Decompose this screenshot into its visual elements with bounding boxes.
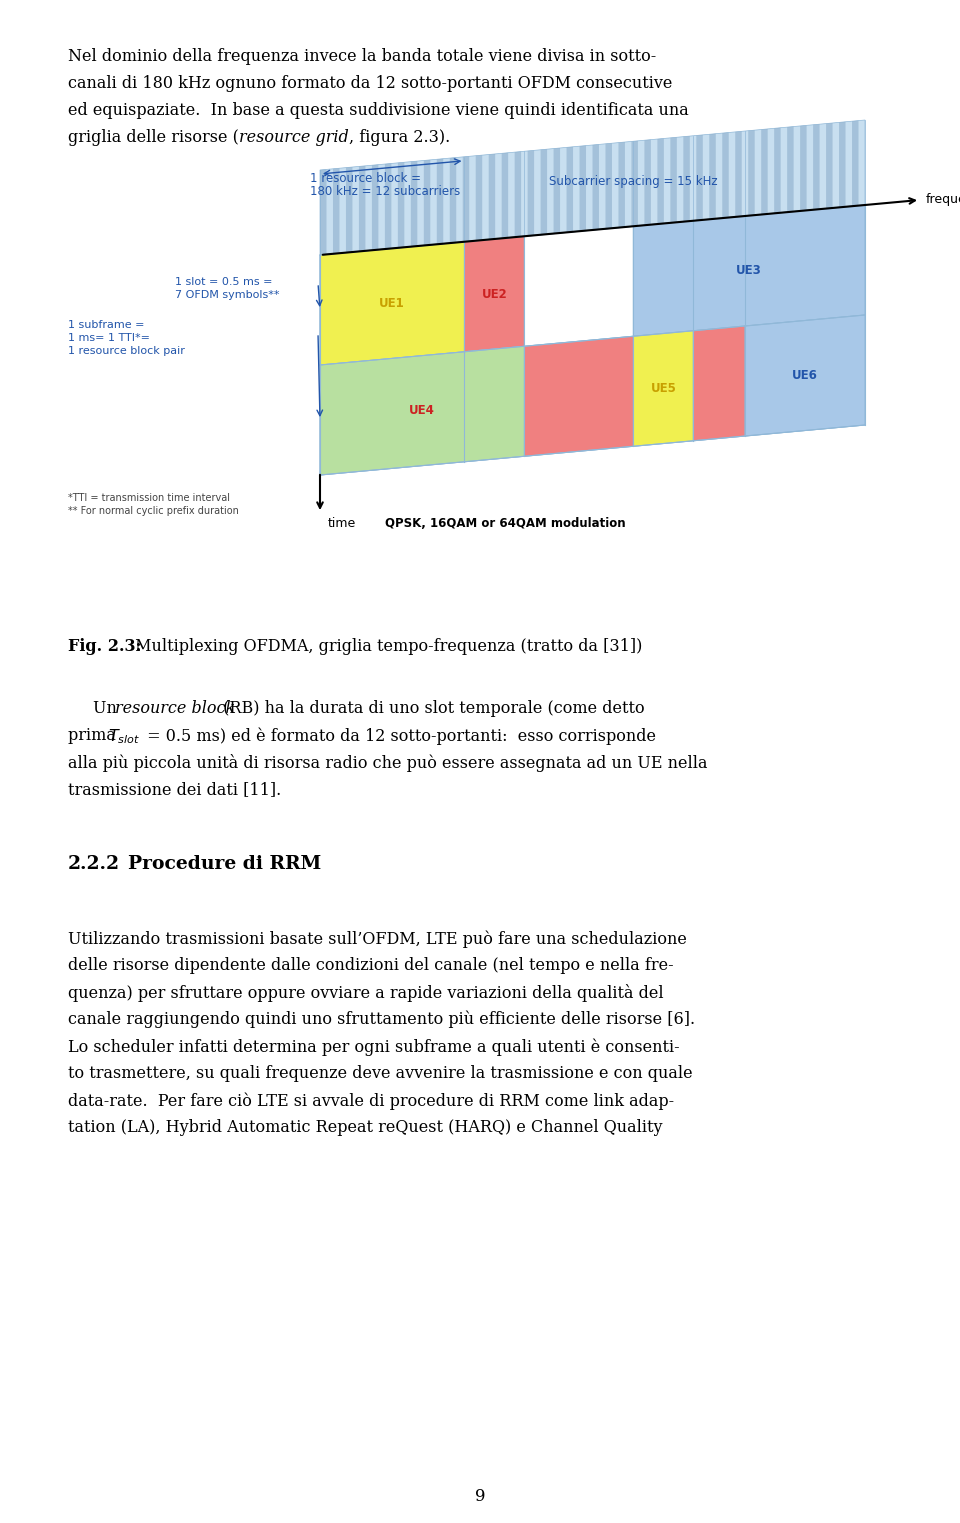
Text: UE6: UE6 bbox=[792, 369, 818, 382]
Text: Multiplexing OFDMA, griglia tempo-frequenza (tratto da [31]): Multiplexing OFDMA, griglia tempo-freque… bbox=[130, 638, 642, 655]
Polygon shape bbox=[333, 168, 340, 254]
Polygon shape bbox=[476, 155, 482, 241]
Text: UE3: UE3 bbox=[736, 263, 762, 277]
Text: 1 ms= 1 TTI*=: 1 ms= 1 TTI*= bbox=[68, 334, 150, 343]
Polygon shape bbox=[826, 123, 832, 209]
Text: Lo scheduler infatti determina per ogni subframe a quali utenti è consenti-: Lo scheduler infatti determina per ogni … bbox=[68, 1039, 680, 1055]
Text: data-rate.  Per fare ciò LTE si avvale di procedure di RRM come link adap-: data-rate. Per fare ciò LTE si avvale di… bbox=[68, 1092, 674, 1109]
Polygon shape bbox=[502, 152, 508, 238]
Polygon shape bbox=[709, 134, 716, 219]
Polygon shape bbox=[346, 168, 352, 253]
Text: , figura 2.3).: , figura 2.3). bbox=[348, 129, 450, 146]
Polygon shape bbox=[745, 315, 865, 436]
Polygon shape bbox=[320, 206, 865, 475]
Text: tation (LA), Hybrid Automatic Repeat reQuest (HARQ) e Channel Quality: tation (LA), Hybrid Automatic Repeat reQ… bbox=[68, 1119, 662, 1136]
Polygon shape bbox=[787, 126, 794, 212]
Polygon shape bbox=[696, 136, 703, 221]
Polygon shape bbox=[515, 152, 521, 238]
Text: prima: prima bbox=[68, 726, 121, 745]
Text: UE5: UE5 bbox=[651, 382, 676, 394]
Polygon shape bbox=[735, 131, 742, 216]
Polygon shape bbox=[320, 120, 865, 254]
Text: 1 subframe =: 1 subframe = bbox=[68, 320, 145, 330]
Polygon shape bbox=[540, 149, 547, 235]
Polygon shape bbox=[320, 169, 326, 254]
Polygon shape bbox=[320, 242, 465, 366]
Polygon shape bbox=[397, 163, 404, 248]
Polygon shape bbox=[524, 227, 634, 346]
Text: trasmissione dei dati [11].: trasmissione dei dati [11]. bbox=[68, 781, 281, 798]
Text: ** For normal cyclic prefix duration: ** For normal cyclic prefix duration bbox=[68, 506, 239, 516]
Text: alla più piccola unità di risorsa radio che può essere assegnata ad un UE nella: alla più piccola unità di risorsa radio … bbox=[68, 754, 708, 772]
Polygon shape bbox=[372, 164, 378, 250]
Text: resource grid: resource grid bbox=[239, 129, 348, 146]
Text: = 0.5 ms) ed è formato da 12 sotto-portanti:  esso corrisponde: = 0.5 ms) ed è formato da 12 sotto-porta… bbox=[142, 726, 656, 745]
Text: 1 slot = 0.5 ms =: 1 slot = 0.5 ms = bbox=[175, 277, 273, 286]
Text: ed equispaziate.  In base a questa suddivisione viene quindi identificata una: ed equispaziate. In base a questa suddiv… bbox=[68, 102, 688, 119]
Polygon shape bbox=[463, 157, 469, 242]
Polygon shape bbox=[411, 161, 418, 247]
Polygon shape bbox=[644, 140, 651, 225]
Text: Nel dominio della frequenza invece la banda totale viene divisa in sotto-: Nel dominio della frequenza invece la ba… bbox=[68, 49, 657, 65]
Polygon shape bbox=[761, 129, 768, 215]
Polygon shape bbox=[748, 129, 755, 216]
Text: (RB) ha la durata di uno slot temporale (come detto: (RB) ha la durata di uno slot temporale … bbox=[218, 701, 644, 717]
Text: 1 resource block =: 1 resource block = bbox=[310, 172, 421, 184]
Text: $T_{slot}$: $T_{slot}$ bbox=[108, 726, 140, 746]
Polygon shape bbox=[359, 166, 366, 251]
Text: resource block: resource block bbox=[115, 701, 235, 717]
Polygon shape bbox=[465, 236, 524, 352]
Polygon shape bbox=[634, 206, 865, 337]
Text: to trasmettere, su quali frequenze deve avvenire la trasmissione e con quale: to trasmettere, su quali frequenze deve … bbox=[68, 1065, 692, 1081]
Text: canali di 180 kHz ognuno formato da 12 sotto-portanti OFDM consecutive: canali di 180 kHz ognuno formato da 12 s… bbox=[68, 75, 672, 91]
Polygon shape bbox=[437, 158, 444, 244]
Polygon shape bbox=[684, 136, 690, 222]
Text: frequency: frequency bbox=[926, 193, 960, 207]
Text: UE4: UE4 bbox=[409, 404, 435, 417]
Polygon shape bbox=[528, 151, 534, 236]
Text: quenza) per sfruttare oppure ovviare a rapide variazioni della qualità del: quenza) per sfruttare oppure ovviare a r… bbox=[68, 984, 663, 1002]
Polygon shape bbox=[852, 120, 858, 206]
Polygon shape bbox=[423, 160, 430, 245]
Polygon shape bbox=[554, 148, 560, 233]
Polygon shape bbox=[606, 143, 612, 228]
Polygon shape bbox=[658, 139, 664, 224]
Text: Subcarrier spacing = 15 kHz: Subcarrier spacing = 15 kHz bbox=[549, 175, 717, 187]
Polygon shape bbox=[320, 346, 524, 475]
Polygon shape bbox=[800, 125, 806, 212]
Text: UE1: UE1 bbox=[379, 297, 405, 309]
Text: QPSK, 16QAM or 64QAM modulation: QPSK, 16QAM or 64QAM modulation bbox=[385, 516, 626, 530]
Text: 1 resource block pair: 1 resource block pair bbox=[68, 346, 185, 356]
Polygon shape bbox=[450, 157, 456, 244]
Text: Un: Un bbox=[93, 701, 122, 717]
Polygon shape bbox=[592, 145, 599, 230]
Polygon shape bbox=[566, 146, 573, 233]
Polygon shape bbox=[385, 163, 392, 250]
Text: 180 kHz = 12 subcarriers: 180 kHz = 12 subcarriers bbox=[310, 184, 460, 198]
Polygon shape bbox=[618, 142, 625, 227]
Text: 2.2.2: 2.2.2 bbox=[68, 854, 120, 873]
Text: Procedure di RRM: Procedure di RRM bbox=[128, 854, 322, 873]
Text: canale raggiungendo quindi uno sfruttamento più efficiente delle risorse [6].: canale raggiungendo quindi uno sfruttame… bbox=[68, 1011, 695, 1028]
Polygon shape bbox=[839, 122, 846, 207]
Text: Fig. 2.3:: Fig. 2.3: bbox=[68, 638, 141, 655]
Polygon shape bbox=[813, 125, 820, 210]
Polygon shape bbox=[489, 154, 495, 239]
Polygon shape bbox=[722, 133, 729, 218]
Polygon shape bbox=[774, 128, 780, 213]
Polygon shape bbox=[693, 326, 745, 440]
Text: *TTI = transmission time interval: *TTI = transmission time interval bbox=[68, 493, 230, 503]
Polygon shape bbox=[580, 146, 586, 231]
Polygon shape bbox=[634, 330, 693, 446]
Polygon shape bbox=[524, 337, 634, 457]
Text: Utilizzando trasmissioni basate sull’OFDM, LTE può fare una schedulazione: Utilizzando trasmissioni basate sull’OFD… bbox=[68, 931, 686, 947]
Text: 9: 9 bbox=[475, 1488, 485, 1505]
Text: time: time bbox=[328, 516, 356, 530]
Text: griglia delle risorse (: griglia delle risorse ( bbox=[68, 129, 239, 146]
Polygon shape bbox=[670, 137, 677, 222]
Text: 7 OFDM symbols**: 7 OFDM symbols** bbox=[175, 289, 279, 300]
Text: delle risorse dipendente dalle condizioni del canale (nel tempo e nella fre-: delle risorse dipendente dalle condizion… bbox=[68, 956, 674, 975]
Text: UE2: UE2 bbox=[482, 288, 507, 300]
Polygon shape bbox=[632, 140, 637, 227]
